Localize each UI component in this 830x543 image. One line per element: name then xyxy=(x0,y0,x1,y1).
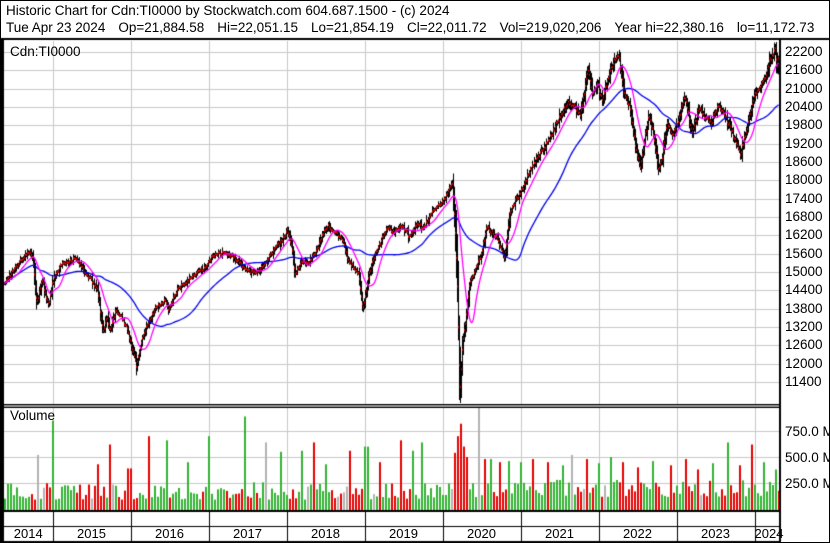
year-label: 2021 xyxy=(545,526,574,541)
year-label: 2014 xyxy=(13,526,43,541)
price-axis-tick: 16200 xyxy=(785,227,823,243)
price-axis-tick: 15600 xyxy=(785,245,823,261)
volume-panel-label: Volume xyxy=(10,408,56,423)
quote-year-high: Year hi=22,380.16 xyxy=(614,20,724,35)
price-axis-tick: 21000 xyxy=(785,80,823,96)
year-label: 2019 xyxy=(389,526,418,541)
price-axis-tick: 11400 xyxy=(785,373,822,389)
volume-axis-tick: 750.0 M xyxy=(785,424,830,439)
price-axis-tick: 17400 xyxy=(785,190,823,206)
chart-title: Historic Chart for Cdn:TI0000 by Stockwa… xyxy=(6,3,450,18)
year-label: 2017 xyxy=(233,526,262,541)
price-axis-tick: 19800 xyxy=(785,117,823,133)
year-label: 2018 xyxy=(311,526,340,541)
year-label: 2023 xyxy=(701,526,730,541)
price-axis-tick: 21600 xyxy=(785,62,823,78)
price-axis-tick: 22200 xyxy=(785,44,823,59)
quote-high: Hi=22,051.15 xyxy=(217,20,298,35)
price-axis-tick: 13800 xyxy=(785,300,823,316)
quote-volume: Vol=219,020,206 xyxy=(499,20,602,35)
price-axis-tick: 13200 xyxy=(785,318,823,334)
year-label: 2024 xyxy=(754,526,784,541)
price-axis-tick: 20400 xyxy=(785,98,823,114)
price-axis-tick: 12000 xyxy=(785,355,823,371)
year-label: 2020 xyxy=(467,526,496,541)
year-label: 2016 xyxy=(155,526,184,541)
volume-axis-tick: 250.0 M xyxy=(785,476,830,491)
quote-year-low: lo=11,172.73 xyxy=(736,20,815,35)
price-axis-tick: 12600 xyxy=(785,337,823,353)
quote-summary-line: Tue Apr 23 2024 Op=21,884.58 Hi=22,051.15 L… xyxy=(6,20,827,35)
price-axis-tick: 14400 xyxy=(785,282,823,298)
quote-open: Op=21,884.58 xyxy=(118,20,205,35)
year-label: 2015 xyxy=(77,526,106,541)
price-axis-tick: 18600 xyxy=(785,153,823,169)
volume-axis-tick: 500.0 M xyxy=(785,450,830,465)
quote-close: Cl=22,011.72 xyxy=(406,20,487,35)
year-label: 2022 xyxy=(623,526,652,541)
price-axis-tick: 16800 xyxy=(785,208,823,224)
quote-low: Lo=21,854.19 xyxy=(310,20,394,35)
symbol-label: Cdn:TI0000 xyxy=(10,44,81,59)
price-axis-tick: 19200 xyxy=(785,135,823,151)
price-axis-tick: 18000 xyxy=(785,172,823,188)
quote-date: Tue Apr 23 2024 xyxy=(6,20,106,35)
price-axis-tick: 15000 xyxy=(785,263,823,279)
